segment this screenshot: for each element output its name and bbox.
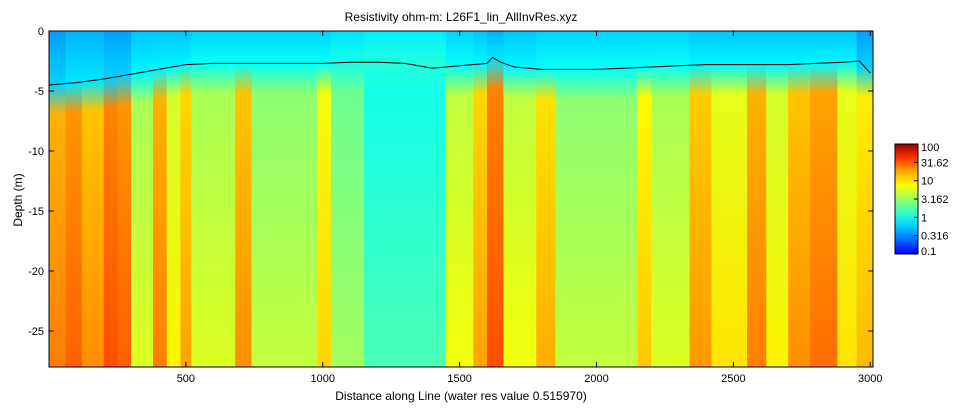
colorbar-tick-label: 0.316 <box>921 231 949 243</box>
heatmap-band <box>235 31 253 367</box>
heatmap-band <box>330 31 365 367</box>
colorbar-tick-label: 100 <box>921 142 939 154</box>
heatmap-band <box>131 31 154 367</box>
x-tick-label: 2000 <box>584 373 608 385</box>
heatmap-band <box>837 31 858 367</box>
colorbar-tick-label: 10 <box>921 176 933 188</box>
water-bottom-line <box>49 56 871 86</box>
x-axis-label: Distance along Line (water res value 0.5… <box>335 389 587 403</box>
x-tick-label: 3000 <box>858 373 882 385</box>
heatmap-band <box>856 31 873 367</box>
y-tick-label: -5 <box>34 86 44 98</box>
heatmap-band <box>651 31 691 367</box>
colorbar-tick-label: 1 <box>921 212 927 224</box>
heatmap-band <box>49 31 67 367</box>
heatmap-band <box>166 31 182 367</box>
heatmap-band <box>191 31 236 367</box>
heatmap-band <box>81 31 105 367</box>
heatmap-band <box>536 31 557 367</box>
heatmap-band <box>766 31 789 367</box>
heatmap-band <box>555 31 639 367</box>
heatmap-band <box>689 31 713 367</box>
water-bottom-line-layer <box>49 56 871 86</box>
heatmap-band <box>788 31 811 367</box>
y-tick-label: -15 <box>28 206 44 218</box>
heatmap-band <box>103 31 119 367</box>
heatmap-band <box>363 31 447 367</box>
x-tick-label: 500 <box>177 373 195 385</box>
plot-frame <box>48 30 874 368</box>
heatmap-band <box>251 31 318 367</box>
colorbar: 100 31.62 10 3.162 1 0.316 0.1 <box>894 142 949 258</box>
y-axis-ticks: 0 -5 -10 -15 -20 -25 <box>28 26 873 338</box>
heatmap-band <box>65 31 83 367</box>
x-axis-ticks: 500 1000 1500 2000 2500 3000 <box>177 31 883 385</box>
heatmap-band <box>810 31 839 367</box>
colorbar-ticks: 100 31.62 10 3.162 1 0.316 0.1 <box>914 142 949 258</box>
heatmap-band <box>445 31 474 367</box>
y-tick-label: -10 <box>28 146 44 158</box>
y-tick-label: 0 <box>38 26 44 38</box>
x-tick-label: 2500 <box>721 373 745 385</box>
heatmap-band <box>317 31 332 367</box>
heatmap-band <box>747 31 767 367</box>
y-tick-label: -25 <box>28 326 44 338</box>
x-tick-label: 1000 <box>311 373 335 385</box>
heatmap-band <box>637 31 652 367</box>
heatmap-band <box>487 31 505 367</box>
heatmap-plot-area <box>49 31 873 367</box>
heatmap-band <box>180 31 192 367</box>
y-tick-label: -20 <box>28 266 44 278</box>
x-tick-label: 1500 <box>447 373 471 385</box>
colorbar-tick-label: 3.162 <box>921 194 949 206</box>
heatmap-band <box>473 31 488 367</box>
heatmap-band <box>711 31 748 367</box>
heatmap-band <box>153 31 168 367</box>
colorbar-tick-label: 0.1 <box>921 246 936 258</box>
colorbar-tick-label: 31.62 <box>921 157 949 169</box>
chart-title: Resistivity ohm-m: L26F1_lin_AllInvRes.x… <box>344 10 578 24</box>
heatmap-band <box>503 31 537 367</box>
heatmap-band <box>117 31 132 367</box>
